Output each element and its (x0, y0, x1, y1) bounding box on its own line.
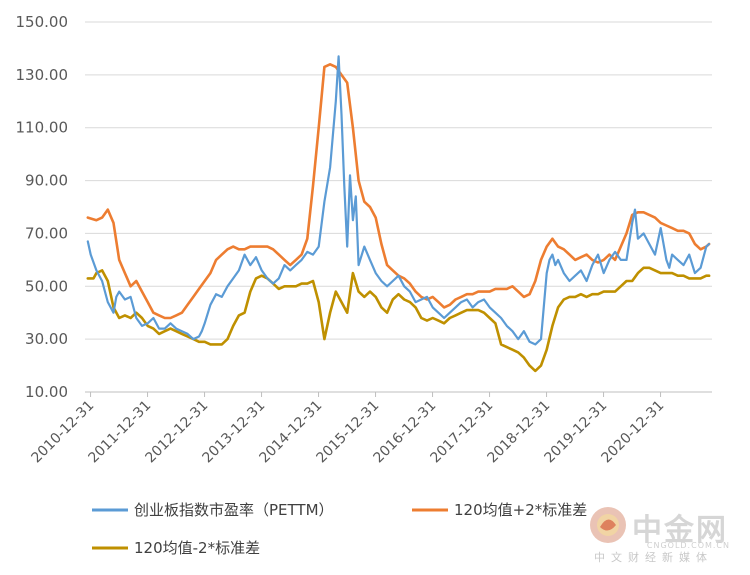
y-tick-label: 130.00 (16, 66, 69, 84)
y-tick-label: 30.00 (25, 330, 68, 348)
y-tick-label: 90.00 (25, 172, 68, 190)
brand-logo-icon (590, 507, 626, 543)
x-axis-ticks: 2010-12-312011-12-312012-12-312013-12-31… (29, 392, 667, 466)
legend-label-2: 120均值+2*标准差 (454, 501, 587, 519)
y-tick-label: 110.00 (16, 119, 69, 137)
gridlines (85, 21, 712, 340)
series-lines (86, 55, 711, 373)
y-tick-label: 10.00 (25, 383, 68, 401)
watermark: 中金网 CNGOLD.COM.CN 中文财经新媒体 (586, 503, 736, 567)
legend-label-1: 创业板指数市盈率（PETTM） (134, 501, 334, 519)
y-tick-label: 70.00 (25, 224, 68, 242)
series-line-3 (86, 266, 711, 373)
y-tick-label: 50.00 (25, 277, 68, 295)
legend: 创业板指数市盈率（PETTM） 120均值+2*标准差 120均值-2*标准差 (92, 501, 587, 557)
series-line-1 (86, 55, 711, 346)
watermark-brand: 中金网 (632, 513, 728, 548)
series-line-2 (86, 63, 711, 320)
watermark-domain: CNGOLD.COM.CN (646, 541, 730, 550)
y-axis-ticks: 150.00 130.00 110.00 90.00 70.00 50.00 30.00 10… (16, 13, 69, 401)
legend-label-3: 120均值-2*标准差 (134, 539, 260, 557)
y-tick-label: 150.00 (16, 13, 69, 31)
watermark-slogan: 中文财经新媒体 (594, 551, 713, 564)
